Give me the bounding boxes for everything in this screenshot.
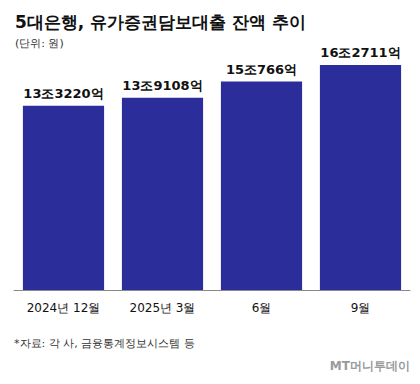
svg-text:(단위: 원): (단위: 원) xyxy=(15,37,64,50)
svg-text:15조766억: 15조766억 xyxy=(226,62,297,77)
svg-text:2025년 3월: 2025년 3월 xyxy=(130,301,196,315)
svg-text:13조3220억: 13조3220억 xyxy=(23,86,103,101)
svg-text:2024년 12월: 2024년 12월 xyxy=(27,301,101,315)
svg-text:9월: 9월 xyxy=(351,301,371,315)
svg-text:16조2711억: 16조2711억 xyxy=(320,45,400,60)
svg-text:MT머니투데이: MT머니투데이 xyxy=(330,359,410,373)
svg-text:5대은행, 유가증권담보대출 잔액 추이: 5대은행, 유가증권담보대출 잔액 추이 xyxy=(15,12,306,32)
svg-text:13조9108억: 13조9108억 xyxy=(122,78,202,93)
svg-text:6월: 6월 xyxy=(252,301,272,315)
svg-text:*자료: 각 사, 금융통계정보시스템 등: *자료: 각 사, 금융통계정보시스템 등 xyxy=(14,337,195,350)
